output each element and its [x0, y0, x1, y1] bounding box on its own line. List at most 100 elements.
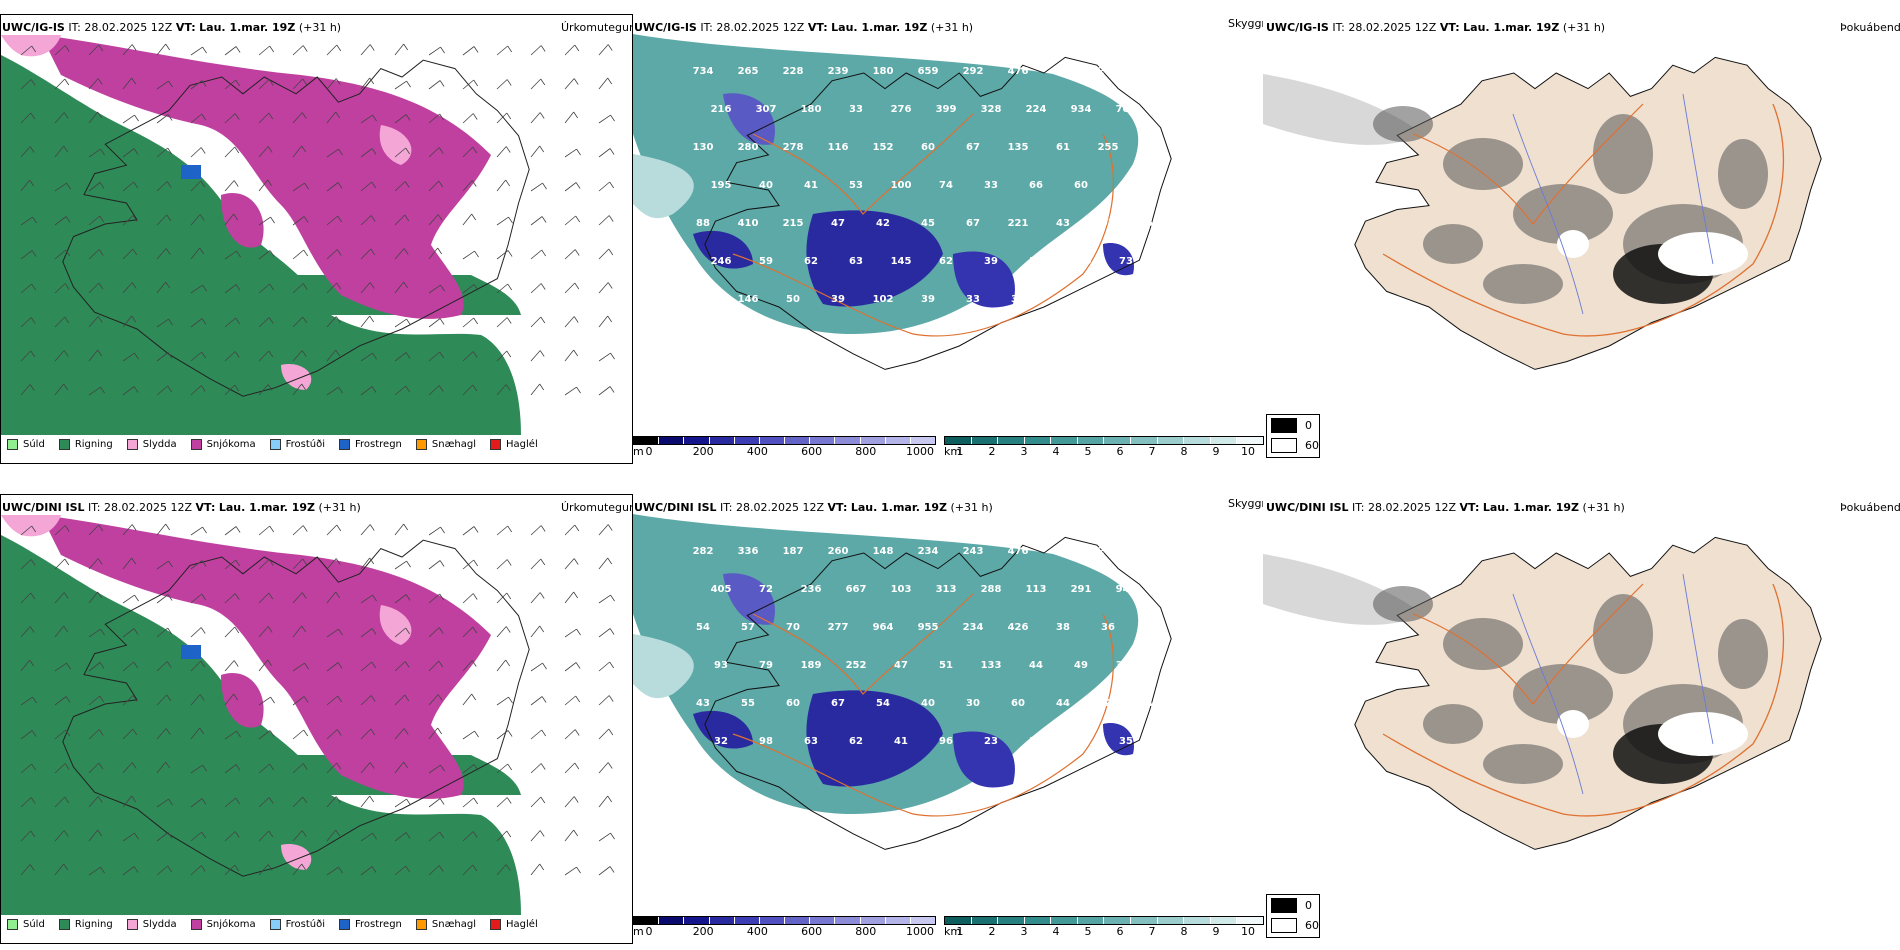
- ceiling-value-label: 152: [873, 142, 894, 153]
- ceiling-value-label: 30: [966, 698, 980, 709]
- precip-swatch: [7, 439, 18, 450]
- scale-swatch: [835, 917, 861, 924]
- ceiling-value-label: 54: [876, 698, 890, 709]
- ceiling-value-label: 54: [696, 622, 710, 633]
- ceiling-value-label: 63: [849, 256, 863, 267]
- ceiling-value-label: 224: [1026, 104, 1047, 115]
- ceiling-value-label: 33: [1011, 294, 1025, 305]
- precip-swatch: [269, 439, 281, 450]
- ceiling-value-label: 476: [1008, 66, 1029, 77]
- scale-swatch: [1184, 437, 1211, 444]
- scale-bar: [633, 916, 936, 925]
- scale-swatch: [971, 917, 999, 924]
- scale-ticks: km 1 2 3 4 5 6 7 8 9 10: [944, 445, 1264, 458]
- ceiling-value-label: 60: [786, 698, 800, 709]
- scale-tick-label: 5: [1084, 445, 1092, 458]
- ceiling-value-label: 964: [873, 622, 894, 633]
- visibility-scale-row2: km 1 2 3 4 5 6 7 8 9 10: [944, 916, 1264, 938]
- scale-tick-label: 600: [801, 925, 823, 938]
- ceiling-value-label: 260: [828, 546, 849, 557]
- ceiling-map-canvas: 734 265 228 239 180 659 292 476 467 201 163 216 307 1…: [633, 14, 1263, 434]
- ceiling-value-label: 57: [741, 622, 755, 633]
- ceiling-value-label: 307: [756, 104, 777, 115]
- ceiling-value-label: 125: [1143, 142, 1164, 153]
- ceiling-value-label: 234: [918, 546, 939, 557]
- ceiling-value-label: 38: [1056, 622, 1070, 633]
- scale-tick-label: 0: [645, 445, 653, 458]
- dew-header: UWC/IG-IS IT: 28.02.2025 12Z VT: Lau. 1.…: [1266, 21, 1606, 34]
- ceiling-value-label: 41: [894, 736, 908, 747]
- scale-tick-label: 1000: [906, 445, 934, 458]
- scale-tick-label: 7: [1148, 925, 1156, 938]
- scale-swatch: [910, 917, 936, 924]
- ceiling-value-label: 43: [696, 698, 710, 709]
- scale-swatch: [785, 437, 811, 444]
- ceiling-value-label: 38: [1029, 256, 1043, 267]
- precip-map-canvas: [1, 495, 632, 943]
- scale-swatch: [659, 917, 685, 924]
- ceiling-value-label: 234: [963, 622, 984, 633]
- ceiling-value-label: 41: [804, 180, 818, 191]
- scale-ticks: m 0 200 400 600 800 1000: [633, 445, 936, 458]
- scale-tick-label: 6: [1116, 925, 1124, 938]
- ceiling-value-label: 135: [1008, 142, 1029, 153]
- precip-legend-label: Rigning: [74, 919, 113, 930]
- precip-header: UWC/DINI ISL IT: 28.02.2025 12Z VT: Lau.…: [2, 501, 361, 514]
- ceiling-value-label: 405: [711, 584, 732, 595]
- scale-tick-label: 4: [1052, 925, 1060, 938]
- scale-swatch: [998, 437, 1025, 444]
- ceiling-value-label: 239: [828, 66, 849, 77]
- precip-legend-label: Frostúði: [285, 919, 325, 930]
- ceiling-value-label: 62: [849, 736, 863, 747]
- scale-tick-label: 7: [1148, 445, 1156, 458]
- ceiling-value-label: 44: [1056, 698, 1070, 709]
- precip-legend-item: Frostúði: [269, 439, 325, 450]
- scale-swatch: [659, 437, 685, 444]
- ceiling-value-label: 133: [981, 660, 1002, 671]
- scale-swatch: [1210, 437, 1238, 444]
- ceiling-value-label: 47: [831, 218, 845, 229]
- scale-unit: km: [944, 925, 962, 938]
- scale-tick-label: 0: [645, 925, 653, 938]
- ceiling-value-label: 280: [738, 142, 759, 153]
- scale-swatch: [1051, 917, 1078, 924]
- ceiling-value-label: 100: [1071, 256, 1092, 267]
- ceiling-value-label: 34: [1029, 736, 1043, 747]
- ceiling-value-label: 399: [936, 104, 957, 115]
- cloud-ceiling-map-row1: 734 265 228 239 180 659 292 476 467 201 163 216 307 1…: [633, 14, 1263, 434]
- ceiling-value-label: 328: [981, 104, 1002, 115]
- scale-tick-label: 3: [1020, 445, 1028, 458]
- ceiling-value-label: 61: [1056, 142, 1070, 153]
- ceiling-map-canvas: 282 336 187 260 148 234 243 476 206 243 455 405 72 23…: [633, 494, 1263, 914]
- scale-bar: [944, 436, 1264, 445]
- scale-bar: [633, 436, 936, 445]
- ceiling-value-label: 40: [759, 180, 773, 191]
- dew-map-canvas: [1263, 14, 1900, 434]
- precip-legend-label: Súld: [23, 919, 45, 930]
- ceiling-value-label: 67: [831, 698, 845, 709]
- ceiling-value-label: 252: [846, 660, 867, 671]
- precip-legend: Súld Rigning Slydda Snjókoma Frostúði Frostre…: [7, 919, 552, 930]
- ceiling-value-label: 47: [1146, 698, 1160, 709]
- ceiling-value-label: 667: [846, 584, 867, 595]
- ceiling-value-label: 66: [1119, 180, 1133, 191]
- ceiling-value-label: 60: [921, 142, 935, 153]
- ceiling-value-label: 467: [1053, 66, 1074, 77]
- precip-legend-item: Frostregn: [339, 439, 402, 450]
- ceiling-value-label: 277: [828, 622, 849, 633]
- ceiling-value-label: 707: [1116, 104, 1137, 115]
- dew-key-row1: 0 60: [1266, 414, 1320, 458]
- ceiling-value-label: 59: [759, 256, 773, 267]
- dew-title: Þokuábendi: [1840, 501, 1900, 514]
- precip-legend-item: Frostúði: [269, 919, 325, 930]
- scale-swatch: [684, 437, 710, 444]
- scale-swatch: [835, 437, 861, 444]
- scale-swatch: [1237, 917, 1263, 924]
- ceiling-value-label: 44: [1029, 660, 1043, 671]
- scale-tick-label: 800: [855, 445, 877, 458]
- precip-swatch: [269, 919, 281, 930]
- ceiling-value-label: 145: [891, 256, 912, 267]
- ceiling-value-label: 236: [801, 584, 822, 595]
- ceiling-value-label: 148: [873, 546, 894, 557]
- precip-header: UWC/IG-IS IT: 28.02.2025 12Z VT: Lau. 1.…: [2, 21, 342, 34]
